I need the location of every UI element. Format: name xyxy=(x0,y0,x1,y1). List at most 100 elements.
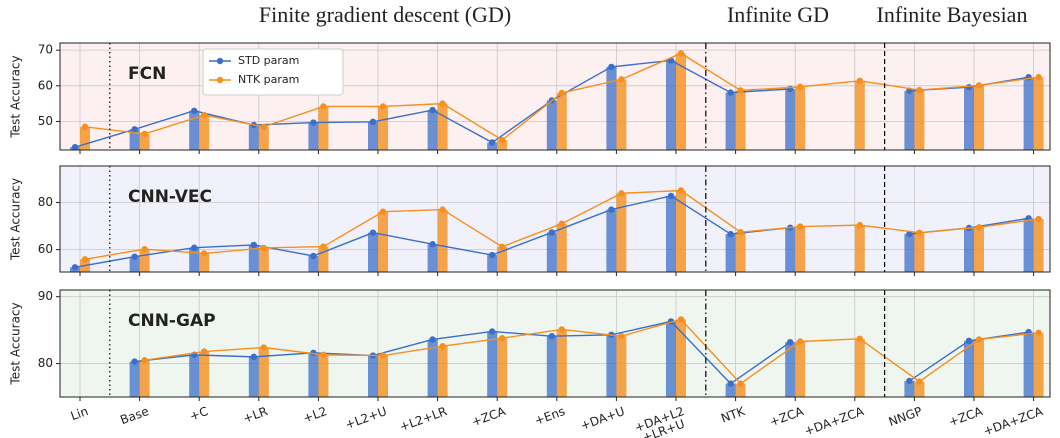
point xyxy=(379,208,387,215)
point xyxy=(608,63,615,71)
point xyxy=(260,123,267,131)
bar xyxy=(735,90,746,150)
point xyxy=(71,264,79,271)
point xyxy=(975,224,983,231)
bar xyxy=(974,85,984,150)
point xyxy=(379,103,387,110)
point xyxy=(965,84,973,91)
point xyxy=(677,50,685,57)
bar xyxy=(308,352,319,397)
bar xyxy=(318,246,329,272)
bar xyxy=(258,247,269,272)
bar xyxy=(437,346,448,397)
bar xyxy=(199,253,210,272)
point xyxy=(320,103,327,110)
bar xyxy=(1023,218,1034,272)
point xyxy=(548,229,555,236)
y-axis-label: Test Accuracy xyxy=(9,302,23,385)
point xyxy=(379,352,387,359)
panel-frame xyxy=(59,42,1051,151)
bar xyxy=(546,100,557,150)
bar xyxy=(139,249,150,272)
bar xyxy=(795,86,806,150)
bar xyxy=(378,106,388,150)
bar xyxy=(487,142,498,150)
panel-frame xyxy=(59,165,1051,273)
point xyxy=(677,316,685,323)
point xyxy=(906,377,913,385)
bar xyxy=(676,319,686,397)
bar xyxy=(189,354,200,397)
bar xyxy=(676,190,686,272)
bar xyxy=(378,355,388,397)
point xyxy=(310,252,317,260)
point xyxy=(916,86,923,94)
point xyxy=(439,206,446,213)
point xyxy=(201,348,208,355)
bar xyxy=(676,53,686,150)
bar xyxy=(606,334,617,397)
point xyxy=(727,380,734,387)
y-axis-label: Test Accuracy xyxy=(9,55,23,138)
point xyxy=(191,244,198,251)
y-tick-label: 90 xyxy=(38,289,53,303)
bar xyxy=(546,232,557,272)
point xyxy=(489,139,496,146)
bar xyxy=(904,90,915,150)
point xyxy=(191,107,198,114)
bar xyxy=(427,244,438,272)
bar xyxy=(487,331,498,397)
point xyxy=(489,328,496,335)
bar xyxy=(914,381,925,397)
bar xyxy=(189,110,200,150)
point xyxy=(439,100,446,107)
point xyxy=(310,119,317,126)
point xyxy=(558,89,565,97)
panel-title: FCN xyxy=(128,64,166,84)
point xyxy=(369,229,377,236)
bar xyxy=(248,244,259,272)
point xyxy=(81,256,89,263)
bar xyxy=(914,232,925,272)
section-title: Infinite Bayesian xyxy=(877,2,1028,27)
bar xyxy=(368,232,378,272)
point xyxy=(965,337,973,345)
bar xyxy=(427,339,438,397)
bar xyxy=(964,340,974,397)
bar xyxy=(666,195,676,272)
bar xyxy=(914,90,925,150)
bar xyxy=(189,247,200,272)
bar xyxy=(497,338,508,397)
bar xyxy=(725,234,736,272)
point xyxy=(499,136,506,144)
bar xyxy=(248,356,259,397)
point xyxy=(131,358,138,365)
bar xyxy=(497,246,508,272)
point xyxy=(499,243,506,250)
bar xyxy=(785,342,796,397)
bar xyxy=(487,255,498,272)
bar xyxy=(368,355,378,397)
y-tick-label: 70 xyxy=(38,43,53,57)
point xyxy=(1035,329,1042,336)
bar xyxy=(546,336,557,397)
series-line xyxy=(144,318,1039,385)
point xyxy=(429,241,436,248)
bar xyxy=(854,225,865,272)
point xyxy=(429,106,436,114)
point xyxy=(131,253,138,260)
point xyxy=(737,380,744,387)
point xyxy=(201,250,208,257)
bar xyxy=(556,329,567,397)
bar xyxy=(318,106,329,150)
legend-label: STD param xyxy=(238,54,299,67)
bar xyxy=(606,209,617,272)
bar xyxy=(556,92,567,150)
bar xyxy=(964,87,974,150)
point xyxy=(141,130,148,138)
point xyxy=(787,338,794,346)
bar xyxy=(785,89,796,150)
bar xyxy=(199,351,210,397)
bar xyxy=(368,121,378,150)
